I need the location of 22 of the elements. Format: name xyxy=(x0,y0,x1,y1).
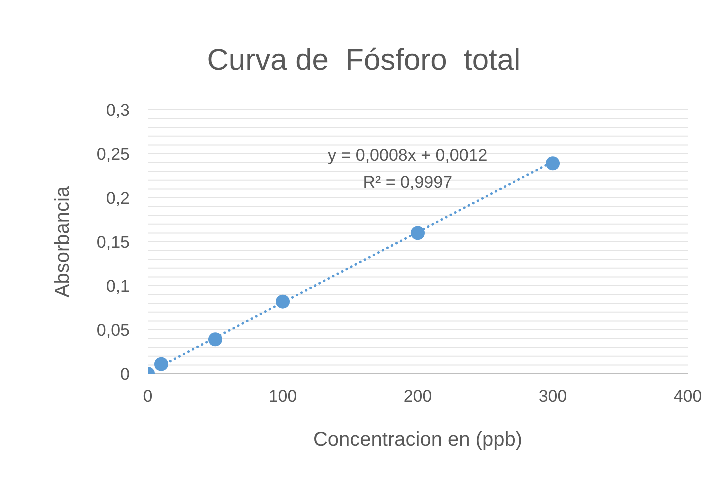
y-tick-label: 0,1 xyxy=(106,277,130,296)
x-axis-title: Concentracion en (ppb) xyxy=(313,429,523,451)
x-tick-label: 300 xyxy=(538,387,568,406)
point xyxy=(546,156,560,171)
y-tick-label: 0,3 xyxy=(106,101,130,120)
annotation: y = 0,0008x + 0,0012 xyxy=(328,145,488,167)
y-tick-label: 0,25 xyxy=(96,145,130,164)
y-axis-title: Absorbancia xyxy=(52,186,74,298)
y-tick-label: 0,05 xyxy=(96,321,130,340)
point xyxy=(208,332,222,347)
x-tick-label: 100 xyxy=(268,387,298,406)
y-tick-label: 0,2 xyxy=(106,189,130,208)
chart-title: Curva de Fósforo total xyxy=(206,44,522,78)
point xyxy=(411,226,425,240)
y-tick-label: 0 xyxy=(120,365,130,384)
x-tick-label: 0 xyxy=(143,387,153,406)
annotation: R² = 0,9997 xyxy=(362,172,454,194)
x-tick-label: 200 xyxy=(404,387,432,406)
y-tick-label: 0,15 xyxy=(96,233,130,252)
x-tick-label: 400 xyxy=(674,387,702,406)
point xyxy=(154,357,168,372)
point xyxy=(276,294,290,309)
